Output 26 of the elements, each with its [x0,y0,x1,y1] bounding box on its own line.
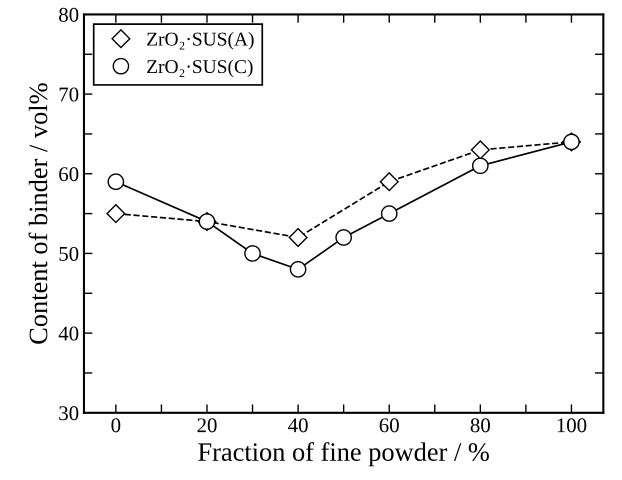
legend-label: ZrO₂·SUS(C) [147,59,253,78]
point [290,261,306,278]
y-tick-label: 80 [59,8,78,22]
x-tick-label: 80 [470,418,490,432]
x-tick-label: 40 [288,418,308,432]
y-tick-label: 60 [59,167,78,182]
y-tick-label: 50 [59,246,78,261]
y-tick-label: 40 [58,326,78,341]
legend-label: ZrO₂·SUS(A) [147,32,254,50]
point [380,172,399,192]
point [288,228,308,248]
point [470,140,490,160]
x-tick-label: 100 [558,418,586,432]
point [244,245,261,262]
x-tick-label: 20 [197,418,217,432]
x-axis-title: Fraction of fine powder / % [198,442,489,466]
point [472,157,489,174]
point [108,173,124,190]
point [380,205,398,222]
x-tick-label: 0 [111,418,120,432]
x-tick-label: 60 [380,418,399,432]
y-axis-title: Content of binder / vol% [28,83,48,344]
y-tick-label: 30 [59,406,78,420]
y-tick-label: 70 [60,87,78,102]
point [335,229,352,246]
point [106,204,126,224]
